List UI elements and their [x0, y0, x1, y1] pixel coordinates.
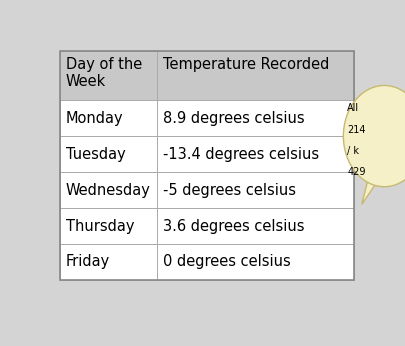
Bar — [60, 136, 157, 172]
Bar — [60, 51, 157, 100]
Text: Temperature Recorded: Temperature Recorded — [162, 57, 328, 72]
Bar — [157, 172, 354, 208]
Text: Tuesday: Tuesday — [66, 147, 125, 162]
Text: -13.4 degrees celsius: -13.4 degrees celsius — [162, 147, 318, 162]
Polygon shape — [361, 172, 381, 204]
Text: / k: / k — [346, 146, 358, 156]
Text: 3.6 degrees celsius: 3.6 degrees celsius — [162, 219, 304, 234]
Bar — [157, 100, 354, 136]
Bar — [60, 244, 157, 280]
Bar — [60, 100, 157, 136]
Bar — [60, 51, 354, 280]
Ellipse shape — [343, 85, 405, 187]
Bar — [157, 51, 354, 100]
Text: Thursday: Thursday — [66, 219, 134, 234]
Bar — [157, 244, 354, 280]
Bar — [157, 208, 354, 244]
Text: Day of the
Week: Day of the Week — [66, 57, 142, 89]
Text: 214: 214 — [346, 125, 365, 135]
Text: 429: 429 — [346, 167, 365, 177]
Text: 8.9 degrees celsius: 8.9 degrees celsius — [162, 111, 304, 126]
Text: Wednesday: Wednesday — [66, 183, 150, 198]
Text: Friday: Friday — [66, 254, 110, 270]
Bar — [157, 136, 354, 172]
Text: All: All — [346, 103, 358, 113]
Bar — [60, 172, 157, 208]
Bar — [60, 208, 157, 244]
Text: -5 degrees celsius: -5 degrees celsius — [162, 183, 295, 198]
Text: 0 degrees celsius: 0 degrees celsius — [162, 254, 290, 270]
Text: Monday: Monday — [66, 111, 123, 126]
